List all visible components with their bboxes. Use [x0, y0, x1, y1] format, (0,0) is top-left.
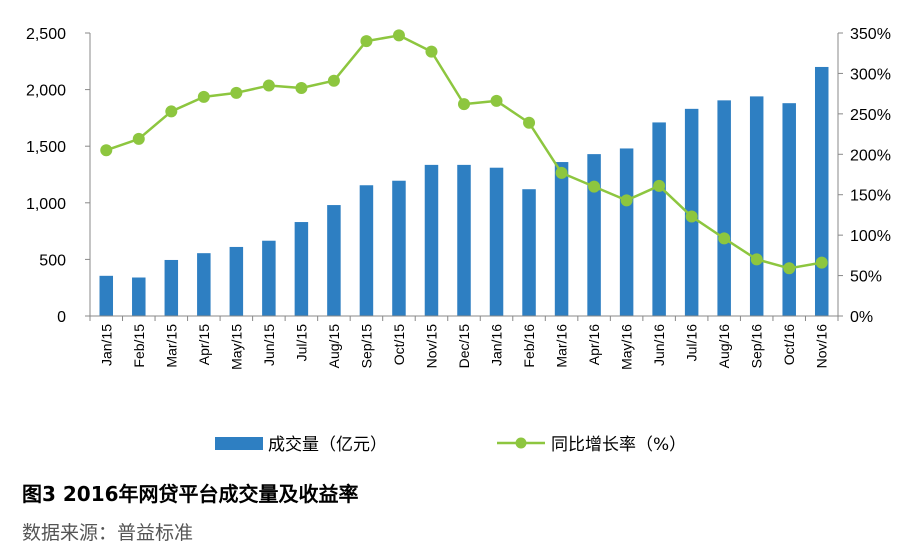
point-Oct/16: [783, 262, 796, 275]
right-tick-label: 250%: [850, 107, 891, 124]
x-tick-label: Mar/16: [554, 324, 570, 368]
legend: 成交量（亿元） 同比增长率（%）: [215, 435, 686, 455]
point-Sep/16: [750, 253, 763, 266]
x-tick-label: Jan/15: [98, 324, 114, 366]
legend-bar-swatch: [215, 437, 263, 450]
left-tick-label: 0: [57, 309, 66, 326]
bar-Mar/16: [554, 162, 569, 316]
left-tick-label: 500: [39, 252, 66, 269]
left-tick-label: 1,000: [26, 196, 66, 213]
line-series: [100, 29, 828, 275]
x-tick-label: Oct/16: [781, 324, 797, 365]
x-tick-label: Aug/16: [716, 324, 732, 369]
point-Mar/15: [165, 105, 178, 118]
right-tick-label: 200%: [850, 147, 891, 164]
right-tick-label: 300%: [850, 66, 891, 83]
bar-Jul/15: [294, 222, 309, 316]
axes: [85, 32, 843, 321]
x-tick-label: May/16: [619, 324, 635, 370]
bar-Oct/15: [392, 180, 406, 316]
left-tick-label: 1,500: [26, 139, 66, 156]
chart: 0 500 1,000 1,500 2,000 2,500 0% 50% 100% 150% 200…: [26, 26, 891, 455]
x-tick-label: Mar/15: [163, 324, 179, 368]
point-Jul/15: [295, 81, 308, 94]
legend-line-marker: [515, 437, 527, 449]
point-Jan/16: [490, 94, 503, 107]
point-Jun/15: [262, 79, 275, 92]
right-tick-label: 150%: [850, 188, 891, 205]
figure-title: 图3 2016年网贷平台成交量及收益率: [22, 482, 359, 506]
x-tick-label: May/15: [228, 324, 244, 370]
bar-Dec/15: [457, 164, 471, 316]
x-tick-label: Jul/15: [293, 324, 309, 362]
point-Jul/16: [685, 210, 698, 223]
point-Feb/15: [132, 132, 145, 145]
point-Jun/16: [653, 179, 666, 192]
point-Sep/15: [360, 35, 373, 48]
bar-Aug/16: [717, 100, 731, 316]
x-tick-label: Jul/16: [684, 324, 700, 362]
left-tick-label: 2,000: [26, 83, 66, 100]
x-tick-label: Feb/15: [131, 324, 147, 368]
bar-series: [99, 66, 829, 317]
point-May/15: [230, 86, 243, 99]
legend-bar-label: 成交量（亿元）: [268, 435, 387, 455]
bar-Nov/15: [424, 164, 439, 316]
figure-source: 数据来源：普益标准: [22, 522, 194, 544]
right-tick-label: 50%: [850, 269, 882, 286]
bar-Jan/15: [99, 275, 114, 316]
point-Mar/16: [555, 166, 568, 179]
x-tick-label: Aug/15: [326, 324, 342, 369]
tick-labels: 0 500 1,000 1,500 2,000 2,500 0% 50% 100% 150% 200…: [26, 26, 891, 370]
x-tick-label: Apr/16: [586, 324, 602, 365]
x-tick-label: Feb/16: [521, 324, 537, 368]
bar-Sep/15: [359, 185, 374, 316]
right-tick-label: 0%: [850, 309, 873, 326]
x-tick-label: Nov/15: [423, 324, 439, 369]
x-tick-label: Nov/16: [814, 324, 830, 369]
right-tick-label: 100%: [850, 228, 891, 245]
legend-line-label: 同比增长率（%）: [551, 435, 686, 455]
x-tick-label: Dec/15: [456, 324, 472, 369]
bar-May/16: [619, 148, 634, 316]
x-tick-label: Jun/16: [651, 324, 667, 366]
bar-Apr/16: [587, 154, 601, 316]
x-tick-label: Jan/16: [489, 324, 505, 366]
point-Oct/15: [392, 29, 405, 42]
x-tick-label: Jun/15: [261, 324, 277, 366]
point-May/16: [620, 194, 633, 207]
point-Nov/16: [815, 256, 828, 269]
point-Apr/16: [588, 180, 601, 193]
bar-Sep/16: [749, 96, 764, 316]
right-tick-label: 350%: [850, 26, 891, 43]
x-tick-label: Sep/15: [358, 324, 374, 369]
bar-Aug/15: [327, 205, 341, 316]
point-Feb/16: [523, 116, 536, 129]
bar-Mar/15: [164, 259, 179, 316]
bar-Apr/15: [197, 253, 211, 316]
bar-May/15: [229, 246, 244, 316]
bar-Jan/16: [489, 167, 504, 316]
bar-Jun/15: [262, 240, 276, 316]
bar-Oct/16: [782, 103, 796, 317]
x-tick-label: Sep/16: [749, 324, 765, 369]
bar-Nov/16: [814, 66, 829, 317]
bar-Feb/16: [522, 189, 536, 316]
x-tick-label: Oct/15: [391, 324, 407, 365]
point-Aug/15: [327, 74, 340, 87]
point-Nov/15: [425, 45, 438, 58]
point-Apr/15: [197, 90, 210, 103]
bar-Jun/16: [652, 122, 666, 316]
bar-Feb/15: [132, 277, 146, 316]
x-tick-label: Apr/15: [196, 324, 212, 365]
point-Jan/15: [100, 144, 113, 157]
point-Dec/15: [458, 98, 470, 111]
left-tick-label: 2,500: [26, 26, 66, 43]
point-Aug/16: [718, 232, 731, 245]
